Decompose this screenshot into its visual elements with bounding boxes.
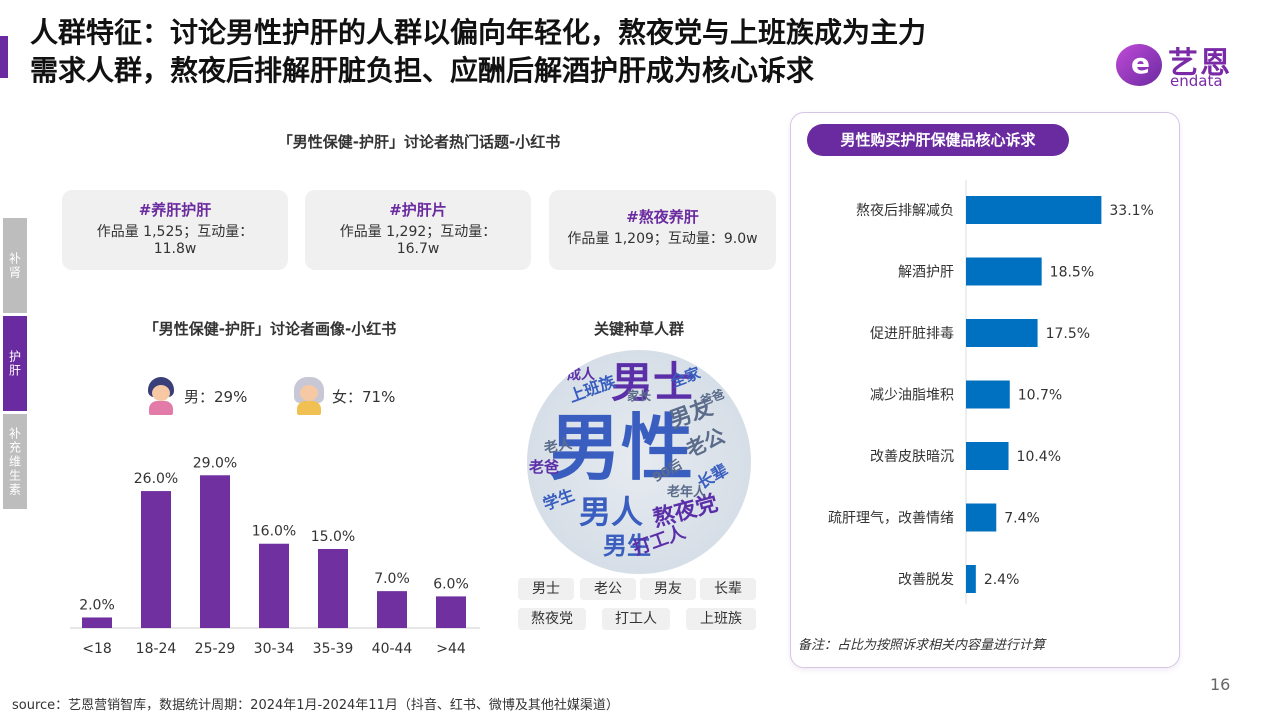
page-title-line-1: 人群特征：讨论男性护肝的人群以偏向年轻化，熬夜党与上班族成为主力: [30, 16, 927, 49]
word-cloud-term: 学生: [540, 485, 577, 514]
keyword-chip: 男士: [518, 578, 574, 600]
age-data-label: 29.0%: [193, 455, 237, 471]
demand-category-label: 减少油脂堆积: [870, 388, 954, 404]
logo-mark-icon: e: [1116, 44, 1162, 86]
age-tick-label: 30-34: [254, 641, 295, 657]
demand-category-label: 解酒护肝: [898, 265, 954, 281]
age-tick-label: 18-24: [136, 641, 177, 657]
demand-bar: [966, 442, 1009, 470]
topic-stat: 作品量 1,209；互动量：9.0w: [567, 231, 758, 247]
topic-card: #熬夜养肝 作品量 1,209；互动量：9.0w: [549, 190, 776, 270]
keyword-word-cloud: 男性 男士 男人 男友 熬夜党 男生 老公 上班族 打工人 学生 成人 老爸 长辈 老年人 全家 爸爸 90后老…: [527, 350, 751, 574]
page-number: 16: [1210, 675, 1231, 694]
keyword-chip: 打工人: [602, 608, 670, 630]
word-cloud-term: 男士: [611, 358, 696, 407]
topic-stat: 作品量 1,525；互动量：11.8w: [96, 224, 254, 257]
demand-data-label: 33.1%: [1109, 203, 1153, 219]
word-cloud-term: 老爸: [529, 458, 560, 476]
age-bar: [141, 491, 171, 628]
page-title-line-2: 需求人群，熬夜后排解肝脏负担、应酬后解酒护肝成为核心诉求: [30, 54, 815, 87]
source-note: source：艺恩营销智库，数据统计周期：2024年1月-2024年11月（抖音…: [12, 698, 619, 713]
word-cloud-term: 男性: [549, 406, 694, 490]
keyword-chip: 熬夜党: [518, 608, 586, 630]
age-bar-chart: 2.0% <18 26.0% 18-24 29.0% 25-29 16.0% 30-34 15.…: [70, 455, 480, 657]
age-bar: [200, 475, 230, 628]
side-tab-hugan[interactable]: 护肝: [3, 316, 27, 411]
side-tab-vitamin[interactable]: 补充维生素: [3, 414, 27, 509]
demand-category-label: 改善脱发: [898, 572, 954, 588]
gender-male: 男：29%: [144, 376, 247, 416]
topic-tag: #护肝片: [389, 201, 447, 219]
age-tick-label: 25-29: [195, 641, 236, 657]
word-cloud-term: 老年人: [667, 485, 707, 500]
demand-panel-note: 备注：占比为按照诉求相关内容量进行计算: [798, 638, 1046, 653]
word-cloud-term: 爸爸: [698, 386, 727, 409]
age-data-label: 6.0%: [433, 576, 469, 592]
topic-tag: #养肝护肝: [138, 201, 212, 219]
gender-male-label: 男：29%: [184, 387, 248, 406]
age-tick-label: <18: [82, 641, 112, 657]
gender-female: 女：71%: [292, 376, 395, 416]
logo-mark-letter: e: [1131, 47, 1150, 80]
keyword-chip: 长辈: [700, 578, 756, 600]
word-cloud-term: 家长: [627, 389, 652, 403]
demand-bar: [966, 319, 1038, 347]
age-data-label: 26.0%: [134, 471, 178, 487]
age-tick-label: >44: [436, 641, 466, 657]
endata-logo: e 艺恩 endata: [1112, 42, 1242, 90]
age-tick-label: 40-44: [372, 641, 413, 657]
age-data-label: 2.0%: [79, 597, 115, 613]
age-tick-label: 35-39: [313, 641, 354, 657]
word-cloud-term: 成人: [567, 367, 595, 383]
page-title: 人群特征：讨论男性护肝的人群以偏向年轻化，熬夜党与上班族成为主力 需求人群，熬夜…: [30, 14, 1090, 90]
title-accent-bar: [0, 36, 8, 78]
age-bar: [318, 549, 348, 628]
age-data-label: 15.0%: [311, 529, 355, 545]
demand-data-label: 7.4%: [1004, 511, 1040, 527]
demand-category-label: 改善皮肤暗沉: [870, 449, 954, 465]
demand-bar: [966, 257, 1042, 286]
demand-data-label: 17.5%: [1046, 326, 1090, 342]
demand-panel-title: 男性购买护肝保健品核心诉求: [807, 124, 1069, 156]
demand-bar-chart: 熬夜后排解减负 33.1% 解酒护肝 18.5% 促进肝脏排毒 17.5% 减少油脂堆积 10…: [828, 180, 1154, 604]
demand-data-label: 18.5%: [1050, 265, 1094, 281]
demand-data-label: 10.4%: [1017, 449, 1061, 465]
demand-data-label: 2.4%: [984, 572, 1020, 588]
logo-en-text: endata: [1170, 72, 1223, 90]
male-avatar-icon: [144, 377, 178, 415]
demand-bar: [966, 565, 976, 593]
topics-section-title: 「男性保健-护肝」讨论者热门话题-小红书: [277, 133, 561, 151]
keyword-chip: 老公: [580, 578, 636, 600]
keyword-chip: 上班族: [686, 608, 756, 630]
keyword-chip: 男友: [640, 578, 696, 600]
topic-stat: 作品量 1,292；互动量：16.7w: [339, 224, 497, 257]
word-cloud-term: 男生: [603, 532, 651, 560]
word-cloud-term: 男人: [579, 493, 644, 531]
demand-category-label: 促进肝脏排毒: [870, 326, 954, 342]
logo-cn-text: 艺恩: [1168, 46, 1232, 81]
demand-bar: [966, 380, 1010, 409]
keyword-section-title: 关键种草人群: [593, 320, 684, 338]
demand-category-label: 熬夜后排解减负: [856, 203, 954, 219]
gender-female-label: 女：71%: [332, 387, 396, 406]
demand-bar: [966, 503, 997, 532]
age-data-label: 16.0%: [252, 524, 296, 540]
portrait-section-title: 「男性保健-护肝」讨论者画像-小红书: [143, 320, 397, 338]
demand-bar: [966, 196, 1102, 224]
age-data-label: 7.0%: [374, 571, 410, 587]
age-bar: [436, 596, 466, 628]
topic-card: #养肝护肝 作品量 1,525；互动量：11.8w: [62, 190, 288, 270]
topic-card: #护肝片 作品量 1,292；互动量：16.7w: [305, 190, 531, 270]
age-bar: [259, 543, 289, 628]
demand-category-label: 疏肝理气，改善情绪: [828, 511, 954, 527]
female-avatar-icon: [292, 377, 326, 415]
age-bar: [82, 617, 112, 628]
topic-tag: #熬夜养肝: [626, 208, 699, 226]
side-tabs: 补肾 护肝 补充维生素: [3, 218, 27, 512]
side-tab-bushen[interactable]: 补肾: [3, 218, 27, 313]
age-bar: [377, 591, 407, 628]
demand-data-label: 10.7%: [1018, 388, 1062, 404]
